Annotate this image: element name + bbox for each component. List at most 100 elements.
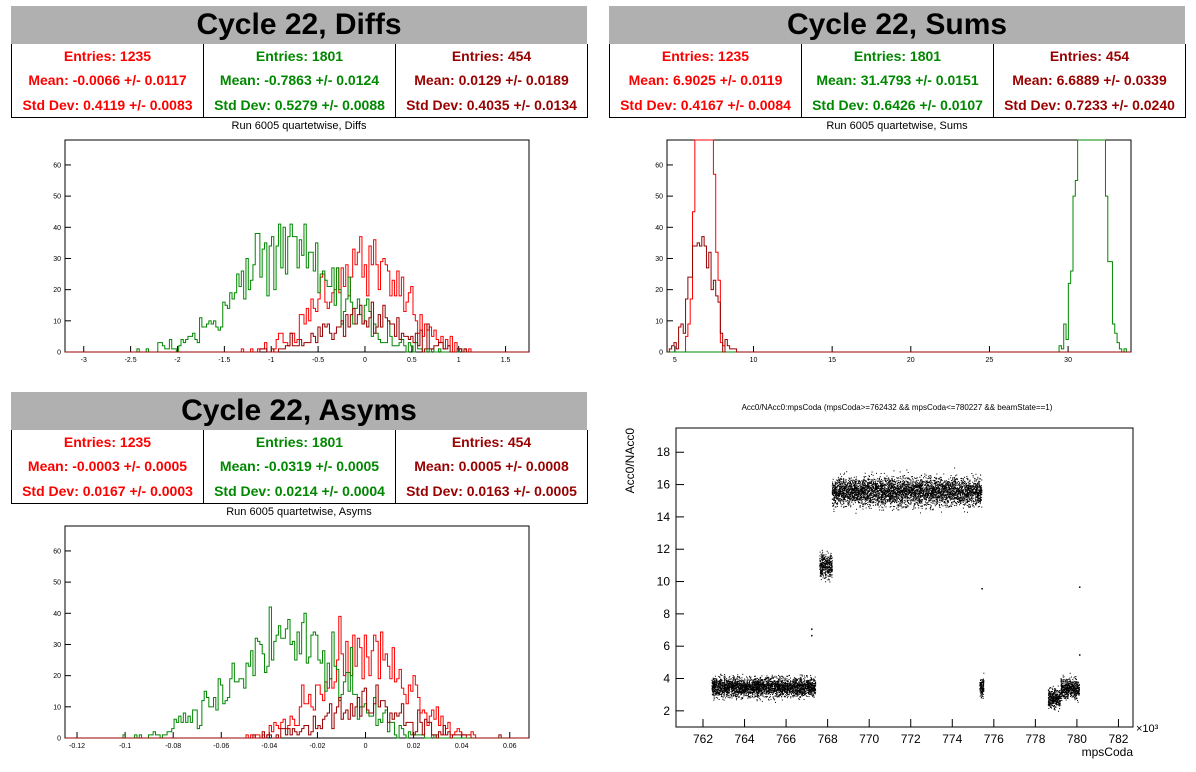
scatter-point [730, 688, 732, 690]
scatter-point [735, 683, 737, 685]
scatter-point [918, 483, 920, 485]
scatter-point [768, 676, 770, 678]
scatter-point [777, 692, 779, 694]
scatter-point [739, 690, 741, 692]
scatter-point [730, 683, 732, 685]
acc0-scatter-plot: Acc0/NAcc0:mpsCoda (mpsCoda>=762432 && m… [623, 403, 1159, 759]
y-tick-label: 60 [655, 162, 663, 169]
scatter-point [808, 693, 810, 695]
scatter-point [779, 684, 781, 686]
scatter-point [978, 490, 980, 492]
scatter-point [745, 679, 747, 681]
scatter-point [766, 681, 768, 683]
scatter-point [851, 494, 853, 496]
scatter-point [981, 497, 983, 499]
scatter-point [745, 685, 747, 687]
scatter-point [753, 692, 755, 694]
scatter-point [744, 686, 746, 688]
scatter-point [724, 695, 726, 697]
scatter-point [752, 694, 754, 696]
scatter-point [748, 692, 750, 694]
scatter-point [806, 696, 808, 698]
scatter-point [784, 689, 786, 691]
scatter-point [822, 574, 824, 576]
scatter-point [825, 571, 827, 573]
scatter-point [854, 502, 856, 504]
scatter-point [811, 688, 813, 690]
scatter-point [920, 505, 922, 507]
scatter-point [814, 685, 816, 687]
scatter-point [810, 677, 812, 679]
scatter-point [829, 556, 831, 558]
scatter-point [813, 679, 815, 681]
scatter-point [770, 689, 772, 691]
asyms-subtitle: Run 6005 quartetwise, Asyms [226, 506, 372, 518]
histogram-series-2 [65, 684, 529, 739]
scatter-point [830, 573, 832, 575]
scatter-point [831, 574, 833, 576]
scatter-point [794, 677, 796, 679]
scatter-point [760, 687, 762, 689]
scatter-point [766, 676, 768, 678]
scatter-point [751, 679, 753, 681]
scatter-point [789, 691, 791, 693]
scatter-point [801, 689, 803, 691]
scatter-point [831, 576, 833, 578]
scatter-point [890, 483, 892, 485]
scatter-point [909, 488, 911, 490]
scatter-point [776, 685, 778, 687]
scatter-point [724, 687, 726, 689]
scatter-point [819, 571, 821, 573]
scatter-point [829, 567, 831, 569]
scatter-point [727, 693, 729, 695]
scatter-point [785, 687, 787, 689]
scatter-point [754, 687, 756, 689]
scatter-point [883, 500, 885, 502]
scatter-point [784, 685, 786, 687]
scatter-point [941, 499, 943, 501]
scatter-point [772, 688, 774, 690]
scatter-point [748, 684, 750, 686]
scatter-point [915, 499, 917, 501]
scatter-point [804, 679, 806, 681]
scatter-point [875, 489, 877, 491]
scatter-point [741, 689, 743, 691]
scatter-point [807, 691, 809, 693]
scatter-point [833, 508, 835, 510]
scatter-point [713, 686, 715, 688]
scatter-point [837, 480, 839, 482]
scatter-point [804, 692, 806, 694]
scatter-point [829, 564, 831, 566]
scatter-point [820, 563, 822, 565]
scatter-point [728, 681, 730, 683]
scatter-point [859, 480, 861, 482]
scatter-point [959, 504, 961, 506]
scatter-point [717, 685, 719, 687]
scatter-point [772, 676, 774, 678]
scatter-point [754, 691, 756, 693]
scatter-point [807, 683, 809, 685]
scatter-point [716, 691, 718, 693]
scatter-point [889, 483, 891, 485]
scatter-point [774, 680, 776, 682]
scatter-point [940, 485, 942, 487]
scatter-point [760, 680, 762, 682]
scatter-point [734, 681, 736, 683]
scatter-point [918, 498, 920, 500]
scatter-point [758, 690, 760, 692]
scatter-point [789, 682, 791, 684]
scatter-point [961, 489, 963, 491]
scatter-point [801, 693, 803, 695]
scatter-point [876, 488, 878, 490]
scatter-point [778, 689, 780, 691]
scatter-point [904, 478, 906, 480]
scatter-point [763, 696, 765, 698]
scatter-point [783, 693, 785, 695]
scatter-point [782, 690, 784, 692]
scatter-point [726, 688, 728, 690]
scatter-point [898, 488, 900, 490]
scatter-point [828, 578, 830, 580]
scatter-point [789, 685, 791, 687]
sums-stats-box: Entries: 1235 Mean: 6.9025 +/- 0.0119 St… [609, 44, 1186, 118]
scatter-point [726, 679, 728, 681]
